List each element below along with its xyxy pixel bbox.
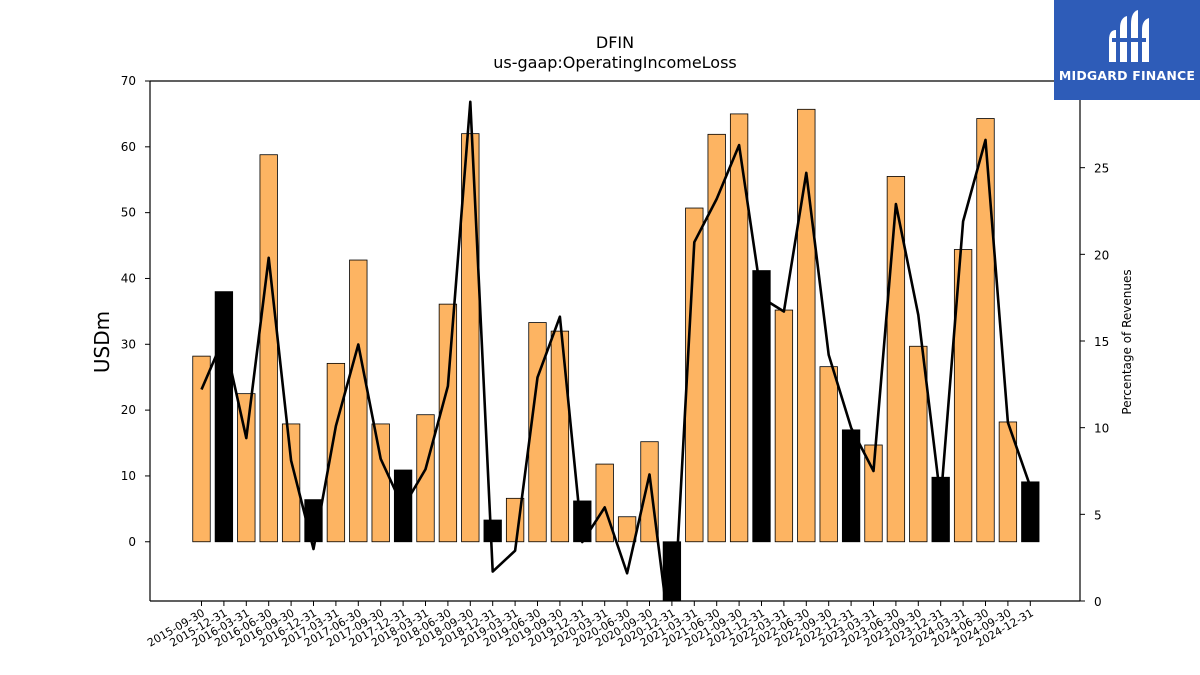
- y-tick-label: 10: [121, 469, 136, 483]
- bar: [774, 309, 794, 543]
- bar: [931, 476, 950, 543]
- y-right-tick-label: 0: [1094, 595, 1102, 609]
- bar: [528, 322, 547, 543]
- bar: [259, 154, 278, 543]
- bar: [237, 393, 256, 543]
- bar: [192, 355, 211, 543]
- bar: [461, 133, 480, 543]
- bar: [864, 444, 883, 543]
- midgard-logo-icon: [1109, 10, 1149, 62]
- y-axis-label-right: Percentage of Revenues: [1120, 269, 1134, 414]
- line-layer: [200, 100, 1032, 601]
- y-axis-label: USDm: [90, 311, 114, 373]
- bar: [729, 113, 749, 543]
- logo-text: MIDGARD FINANCE: [1058, 68, 1196, 83]
- bar: [841, 429, 861, 543]
- y-tick-label: 40: [121, 271, 136, 285]
- bar: [617, 516, 637, 543]
- bar: [953, 249, 973, 543]
- chart-title: DFIN: [596, 33, 634, 52]
- y-right-tick-label: 20: [1094, 248, 1109, 262]
- bar: [685, 207, 704, 543]
- bar: [281, 423, 301, 543]
- bar: [550, 330, 570, 543]
- y-tick-label: 0: [128, 535, 136, 549]
- y-right-tick-label: 10: [1094, 422, 1109, 436]
- axes-layer: 01020304050607005101520252015-09-302015-…: [121, 74, 1110, 650]
- bar: [483, 519, 502, 543]
- y-tick-label: 60: [121, 140, 136, 154]
- bar: [595, 463, 614, 543]
- bar: [909, 345, 928, 543]
- logo: MIDGARD FINANCE: [1054, 0, 1200, 100]
- y-right-tick-label: 15: [1094, 335, 1109, 349]
- chart-subtitle: us-gaap:OperatingIncomeLoss: [493, 53, 737, 72]
- y-tick-label: 20: [121, 403, 136, 417]
- y-tick-label: 30: [121, 337, 136, 351]
- bar: [416, 414, 435, 543]
- y-right-tick-label: 25: [1094, 162, 1109, 176]
- bar: [371, 423, 390, 543]
- y-tick-label: 70: [121, 74, 136, 88]
- series-line: [200, 100, 1032, 601]
- bar: [438, 303, 458, 543]
- bar: [752, 270, 771, 543]
- bar: [214, 291, 234, 543]
- y-right-tick-label: 5: [1094, 508, 1102, 522]
- bar: [707, 133, 726, 543]
- bar: [349, 259, 368, 543]
- y-tick-label: 50: [121, 206, 136, 220]
- bars-layer: [192, 108, 1040, 602]
- bar: [819, 366, 838, 543]
- bar: [1021, 481, 1040, 543]
- bar: [976, 118, 995, 543]
